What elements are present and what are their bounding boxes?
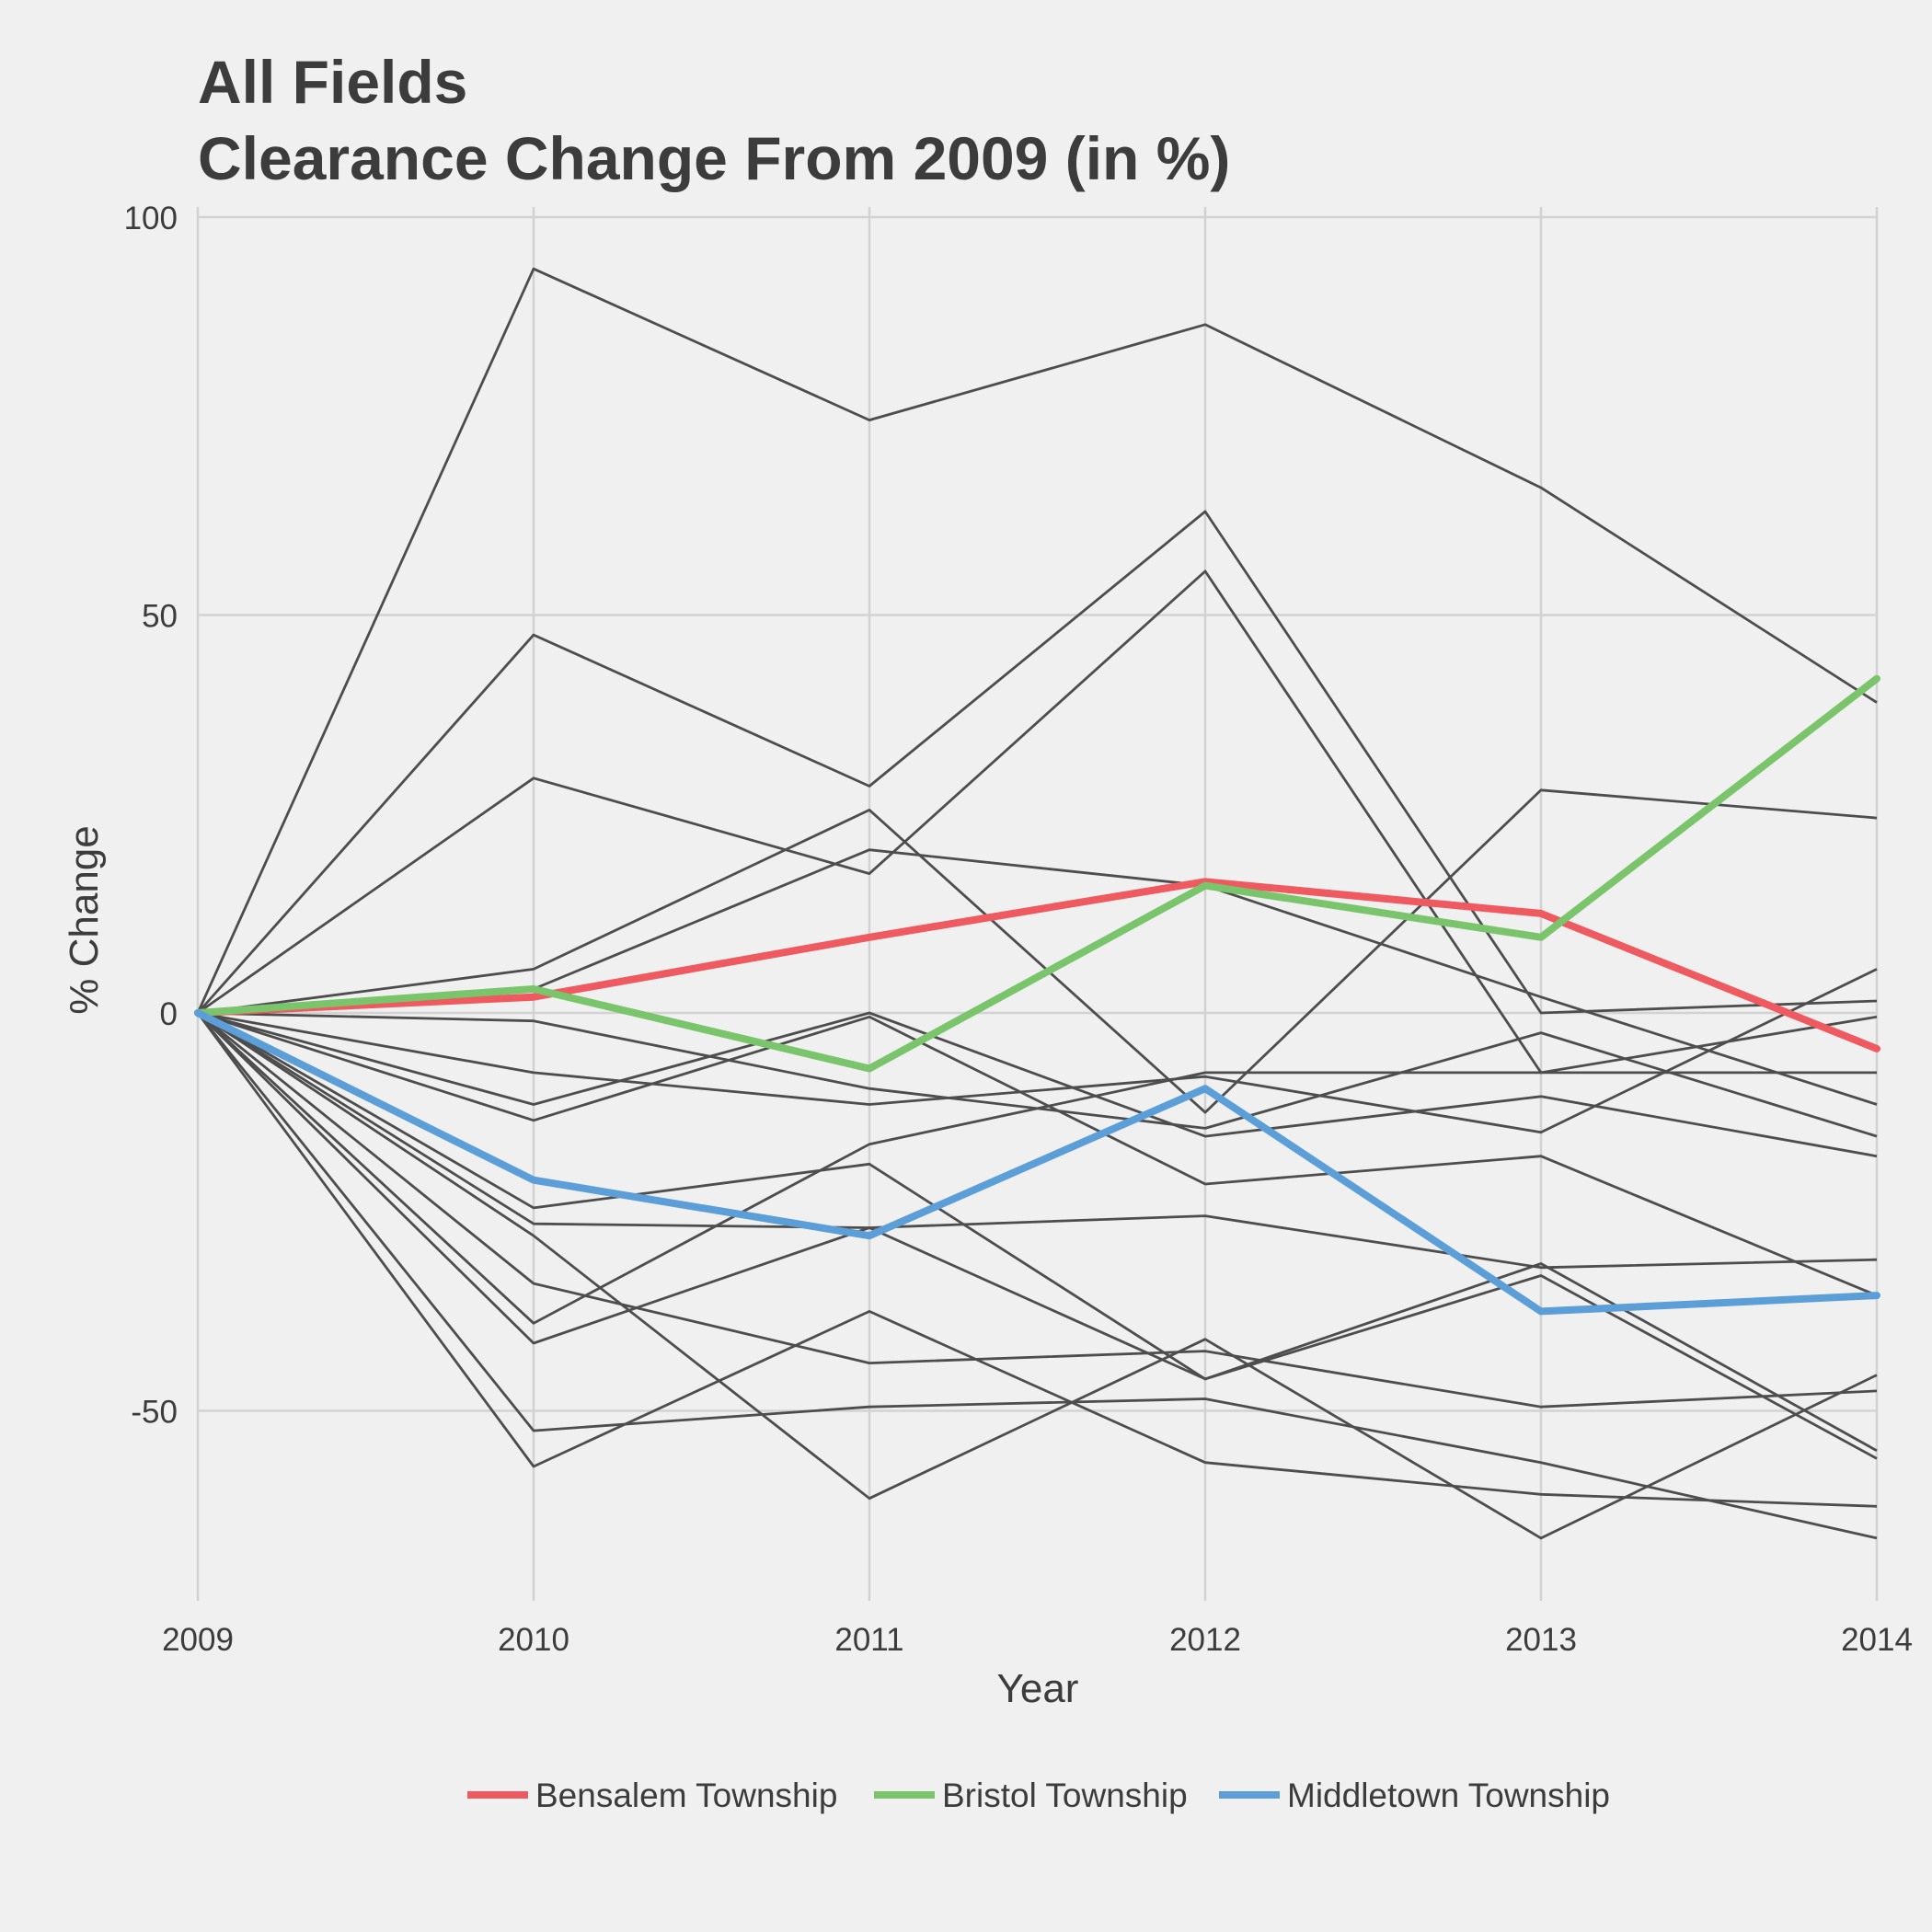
y-axis-ticks: -50 0 50 100 (124, 201, 178, 1431)
other-series-line-1 (196, 267, 1878, 1014)
y-tick-label: -50 (131, 1395, 178, 1431)
y-tick-label: 50 (142, 599, 178, 635)
x-tick-label: 2011 (834, 1622, 903, 1658)
other-series-line-16 (196, 1012, 1878, 1508)
x-tick-label: 2010 (498, 1622, 569, 1658)
x-axis-ticks: 2009 2010 2011 2012 2013 2014 (162, 1622, 1913, 1658)
other-series-line-10 (197, 1011, 1878, 1270)
bensalem-township-line (194, 878, 1880, 1052)
chart-title: All Fields (198, 48, 467, 116)
bensalem-township-legend-label: Bensalem Township (535, 1777, 837, 1814)
middletown-township-legend-label: Middletown Township (1287, 1777, 1610, 1814)
y-axis-title: % Change (62, 825, 107, 1014)
x-tick-label: 2009 (162, 1622, 234, 1658)
other-series-line-9 (197, 1011, 1878, 1297)
highlighted-series-lines (194, 674, 1880, 1316)
legend: Bensalem Township Bristol Township Middlet… (467, 1777, 1610, 1814)
other-series-line-12 (197, 1011, 1878, 1409)
other-series-line-3 (197, 569, 1877, 1075)
bristol-township-line (194, 674, 1880, 1073)
other-series-line-13 (197, 1011, 1878, 1325)
x-tick-label: 2012 (1169, 1622, 1241, 1658)
other-series-line-8 (197, 1011, 1878, 1158)
other-series-line-2 (196, 510, 1878, 1015)
y-tick-label: 100 (124, 201, 178, 236)
x-tick-label: 2013 (1505, 1622, 1577, 1658)
chart-subtitle: Clearance Change From 2009 (in %) (198, 124, 1230, 192)
x-axis-title: Year (997, 1666, 1079, 1711)
other-series-line-14 (197, 1012, 1878, 1453)
y-tick-label: 0 (160, 996, 178, 1032)
other-series-line-17 (197, 1011, 1878, 1540)
other-series-line-15 (196, 1012, 1878, 1540)
x-tick-label: 2014 (1841, 1622, 1913, 1658)
middletown-township-line (194, 1009, 1880, 1316)
grid-lines (196, 207, 1879, 1601)
bristol-township-legend-label: Bristol Township (942, 1777, 1188, 1814)
other-series-line-4 (197, 788, 1878, 1114)
